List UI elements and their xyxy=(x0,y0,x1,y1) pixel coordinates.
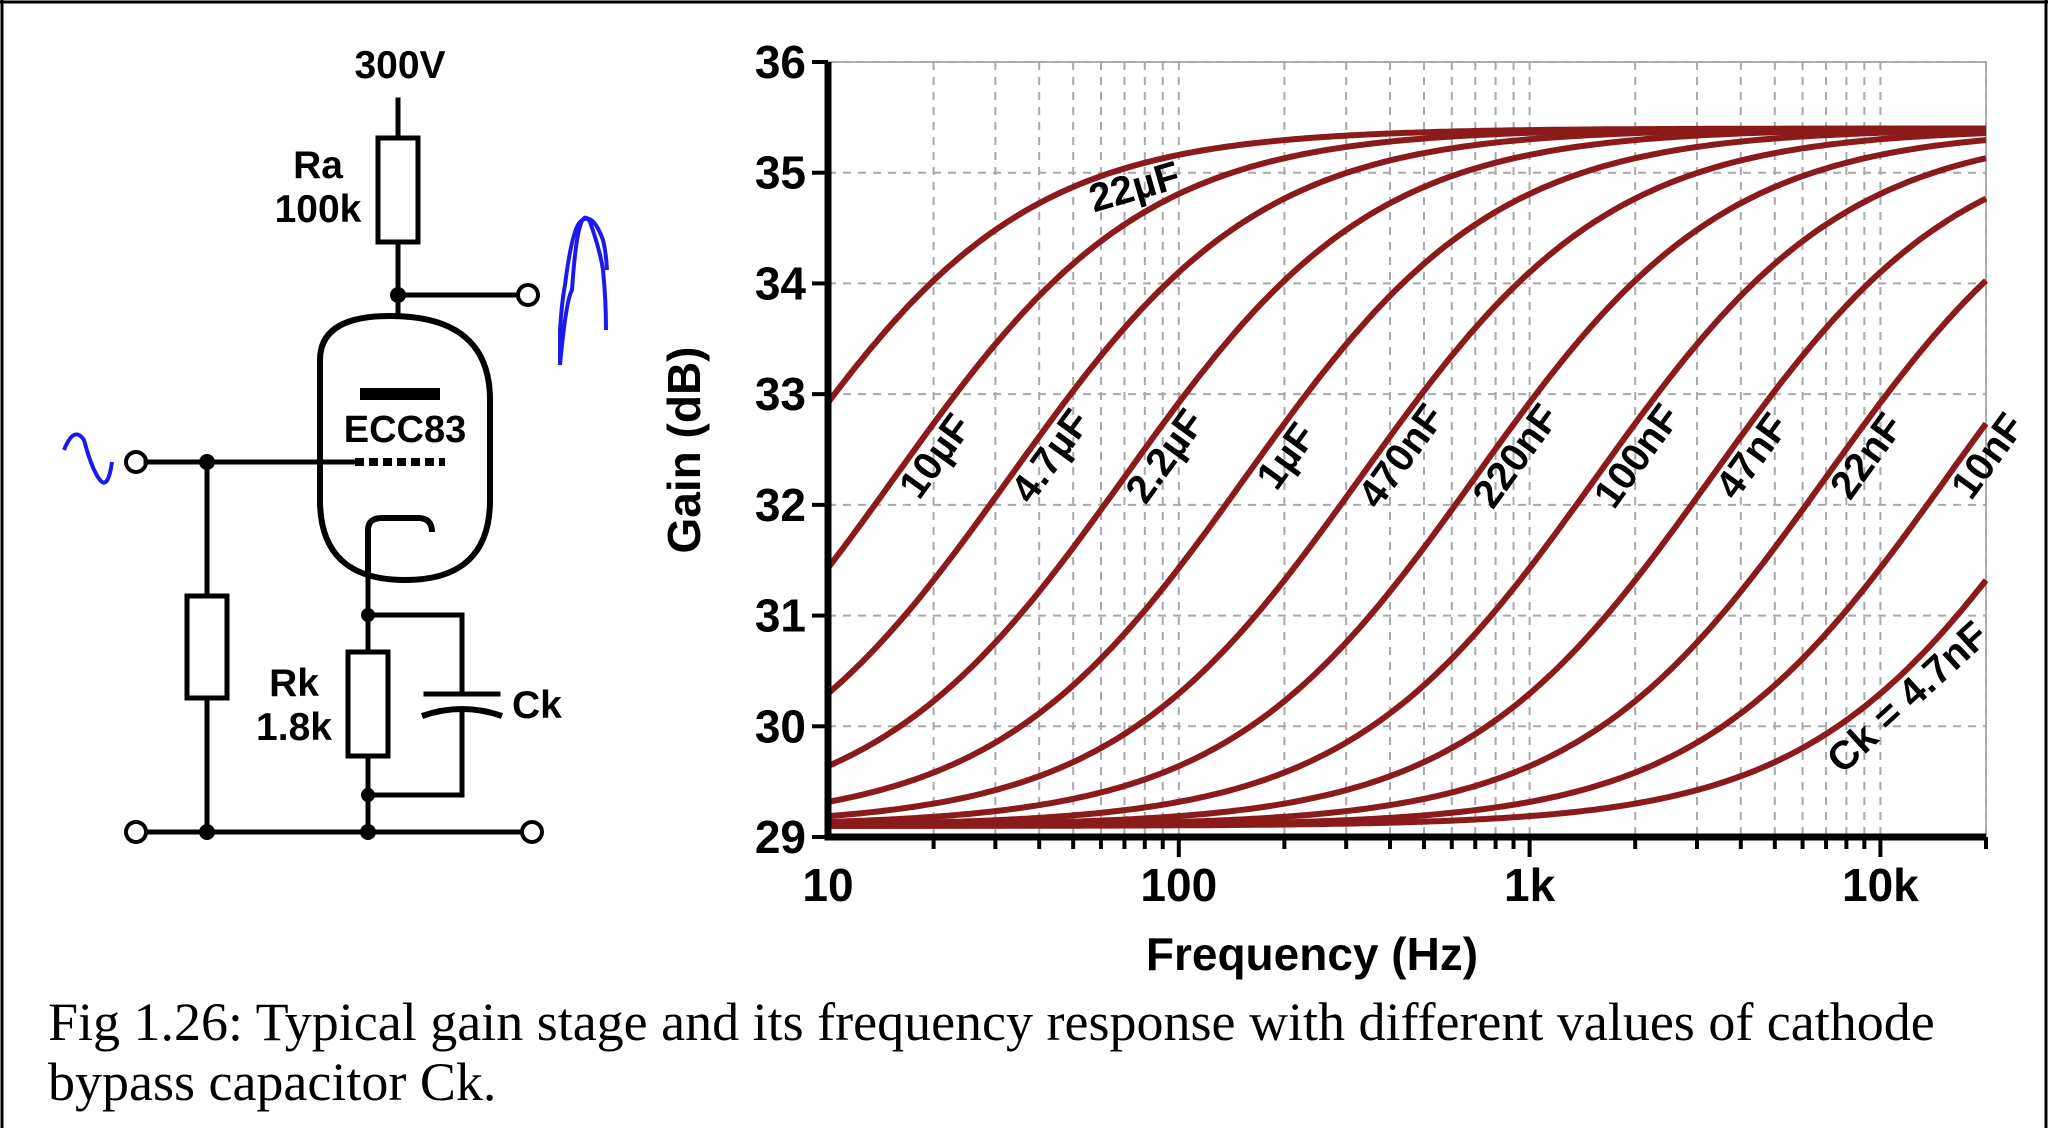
ra-value: 100k xyxy=(275,188,362,231)
tube-envelope xyxy=(317,312,493,584)
output-signal-icon xyxy=(558,215,609,366)
curve-100nF xyxy=(828,155,1987,828)
y-tick-label: 34 xyxy=(755,257,807,309)
curves xyxy=(825,125,1989,829)
x-axis-title: Frequency (Hz) xyxy=(1146,928,1478,980)
y-tick-label: 36 xyxy=(755,36,806,88)
gain-chart: 29 30 31 32 33 34 35 36 10 100 1k 10k Frequency (Hz… xyxy=(658,36,2033,980)
x-tick-label: 10k xyxy=(1842,859,1919,911)
y-axis-title: Gain (dB) xyxy=(658,347,710,554)
curve-220nF xyxy=(827,137,1987,825)
wire-ck-bottom xyxy=(365,707,465,798)
x-tick-label: 10 xyxy=(802,859,853,911)
resistor-rk xyxy=(345,649,391,759)
tube-cathode xyxy=(365,515,435,575)
y-tick-label: 29 xyxy=(755,811,806,863)
supply-label: 300V xyxy=(354,44,445,87)
resistor-grid xyxy=(184,593,230,701)
curve-4.7nF xyxy=(828,578,1989,829)
resistor-ra xyxy=(375,135,421,245)
y-tick-label: 32 xyxy=(755,479,806,531)
curve-470nF xyxy=(827,130,1987,820)
ground-terminal-left xyxy=(124,820,148,844)
node-anode xyxy=(390,287,406,303)
rk-value: 1.8k xyxy=(256,706,332,749)
rk-name: Rk xyxy=(269,662,319,705)
node-ground-right xyxy=(360,824,376,840)
ra-name: Ra xyxy=(293,144,343,187)
plot-area xyxy=(827,61,1987,838)
output-terminal xyxy=(516,283,540,307)
y-tick-label: 31 xyxy=(755,590,806,642)
y-tick-label: 33 xyxy=(755,368,806,420)
ck-name: Ck xyxy=(512,684,562,727)
x-tick-label: 1k xyxy=(1504,859,1556,911)
input-signal-icon xyxy=(62,432,114,485)
y-tick-label: 35 xyxy=(755,147,806,199)
y-tick-label: 30 xyxy=(755,700,806,752)
node-ground-left xyxy=(199,824,215,840)
curve-1µF xyxy=(827,127,1987,805)
axes xyxy=(824,62,1986,841)
schematic: 300V Ra 100k ECC83 Rk 1.8k xyxy=(62,44,609,844)
figure-caption: Fig 1.26: Typical gain stage and its fre… xyxy=(48,992,1935,1112)
wire-ck-top xyxy=(365,612,465,693)
curve-2.2µF xyxy=(826,126,1987,769)
tube-anode-plate xyxy=(360,388,440,400)
ground-terminal-right xyxy=(520,820,544,844)
tube-label: ECC83 xyxy=(344,409,467,451)
input-terminal xyxy=(124,450,148,474)
x-tick-label: 100 xyxy=(1140,859,1217,911)
